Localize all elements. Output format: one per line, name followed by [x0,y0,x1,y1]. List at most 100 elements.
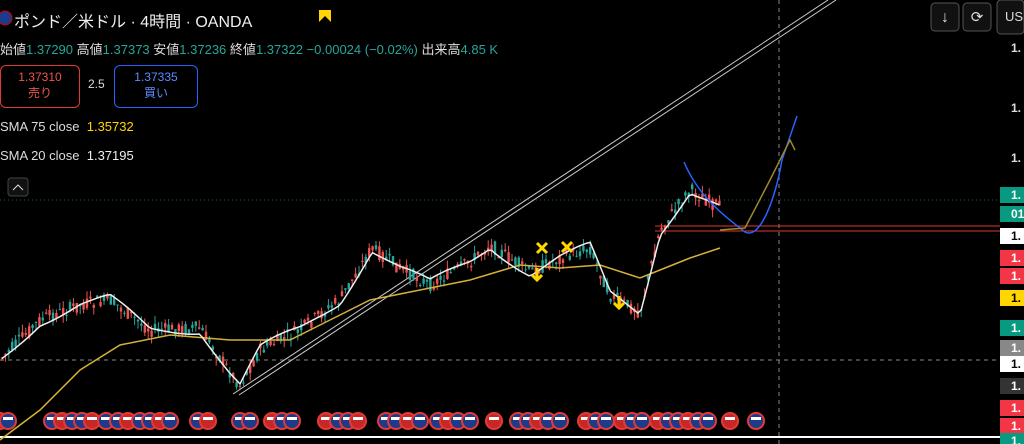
price-label: 1. [1000,187,1024,203]
event-flag [461,412,479,430]
candle-body [585,249,588,252]
candle-body [408,270,412,280]
candle-body [252,360,255,367]
candle-body [201,327,204,331]
value: 1.37373 [102,42,150,57]
buy-button[interactable]: 1.37335 買い [114,65,198,108]
candle-body [575,255,578,257]
sell-price: 1.37310 [18,70,62,84]
indicator-name: SMA 75 close [0,119,80,134]
indicator: SMA 20 close 1.37195 [0,148,134,163]
candle-body [548,261,551,269]
candle-body [51,312,55,322]
candle-body [412,268,415,279]
candle-body [473,253,476,260]
candle-body [660,227,663,231]
svg-text:↓: ↓ [941,9,949,26]
candle-body [96,295,99,298]
price-label: 1. [1000,268,1024,284]
label: 出来高 [421,42,461,57]
candle-body [113,297,116,305]
value: 1.37322 [255,42,303,57]
candle-body [517,257,520,267]
value: 1.37290 [26,42,74,57]
candle-body [58,308,61,310]
event-flag [721,412,739,430]
candle-body [388,253,391,256]
price-label: 1. [1000,418,1024,434]
candle-body [187,329,191,334]
ohlc-row: 始値1.37290 高値1.37373 安値1.37236 終値1.37322 … [0,39,498,58]
candle-body [215,357,218,359]
change: −0.00024 (−0.02%) [306,42,418,57]
candle-body [391,256,395,266]
candle-body [456,264,459,266]
price-label: 01 [1000,206,1024,222]
candle-body [116,304,119,306]
candle-body [177,324,180,332]
candle-body [249,365,252,374]
event-flag [411,412,429,430]
candle-body [232,373,235,378]
candle-body [364,256,367,264]
candle-body [340,291,344,297]
candle-body [82,303,85,310]
candle-body [330,305,333,308]
candle-body [371,246,374,251]
candle-body [708,194,711,203]
candle-body [7,349,10,353]
label: 終値 [229,42,256,57]
candle-body [102,294,106,301]
event-flag [241,412,259,430]
candle-body [184,324,187,334]
value: 4.85 K [460,42,499,57]
indicator-name: SMA 20 close [0,148,80,163]
label: 安値 [153,42,180,57]
candle-body [449,272,452,274]
candle-body [415,277,418,282]
candle-body [538,269,541,273]
sell-button[interactable]: 1.37310 売り [0,65,80,108]
currency-button[interactable]: US [1005,9,1024,24]
candle-body [667,220,670,224]
candle-body [92,304,95,308]
candle-body [459,261,463,265]
candle-body [123,312,126,314]
svg-text:⟳: ⟳ [971,9,984,26]
candle-body [279,333,282,342]
event-flag [283,412,301,430]
candle-body [276,334,279,342]
candle-body [493,241,497,256]
indicator-value: 1.37195 [86,148,134,163]
buy-label: 買い [143,86,168,100]
candle-body [677,199,680,205]
candle-body [684,192,687,196]
candle-body [602,275,605,288]
candle-body [85,298,89,308]
candle-body [595,263,599,265]
price-label: 1. [1000,356,1024,372]
candle-body [582,245,585,252]
buy-price: 1.37335 [134,70,178,84]
candle-body [436,278,439,284]
indicator-value: 1.35732 [86,119,134,134]
candle-body [599,275,602,279]
candle-body [629,303,633,314]
candle-body [646,275,650,280]
candle-body [245,371,248,375]
candle-body [555,262,558,264]
candle-body [378,246,381,260]
candle-body [422,278,425,284]
candle-body [572,248,575,251]
price-label: 1. [1000,320,1024,336]
spread: 2.5 [88,77,105,91]
candle-body [337,303,340,305]
candle-body [89,296,92,299]
candle-body [296,329,299,333]
candle-body [374,245,378,250]
candle-body [55,312,58,319]
candle-body [283,336,286,341]
candle-body [225,363,228,365]
candle-body [691,184,694,190]
price-label: 1. [1011,41,1022,55]
